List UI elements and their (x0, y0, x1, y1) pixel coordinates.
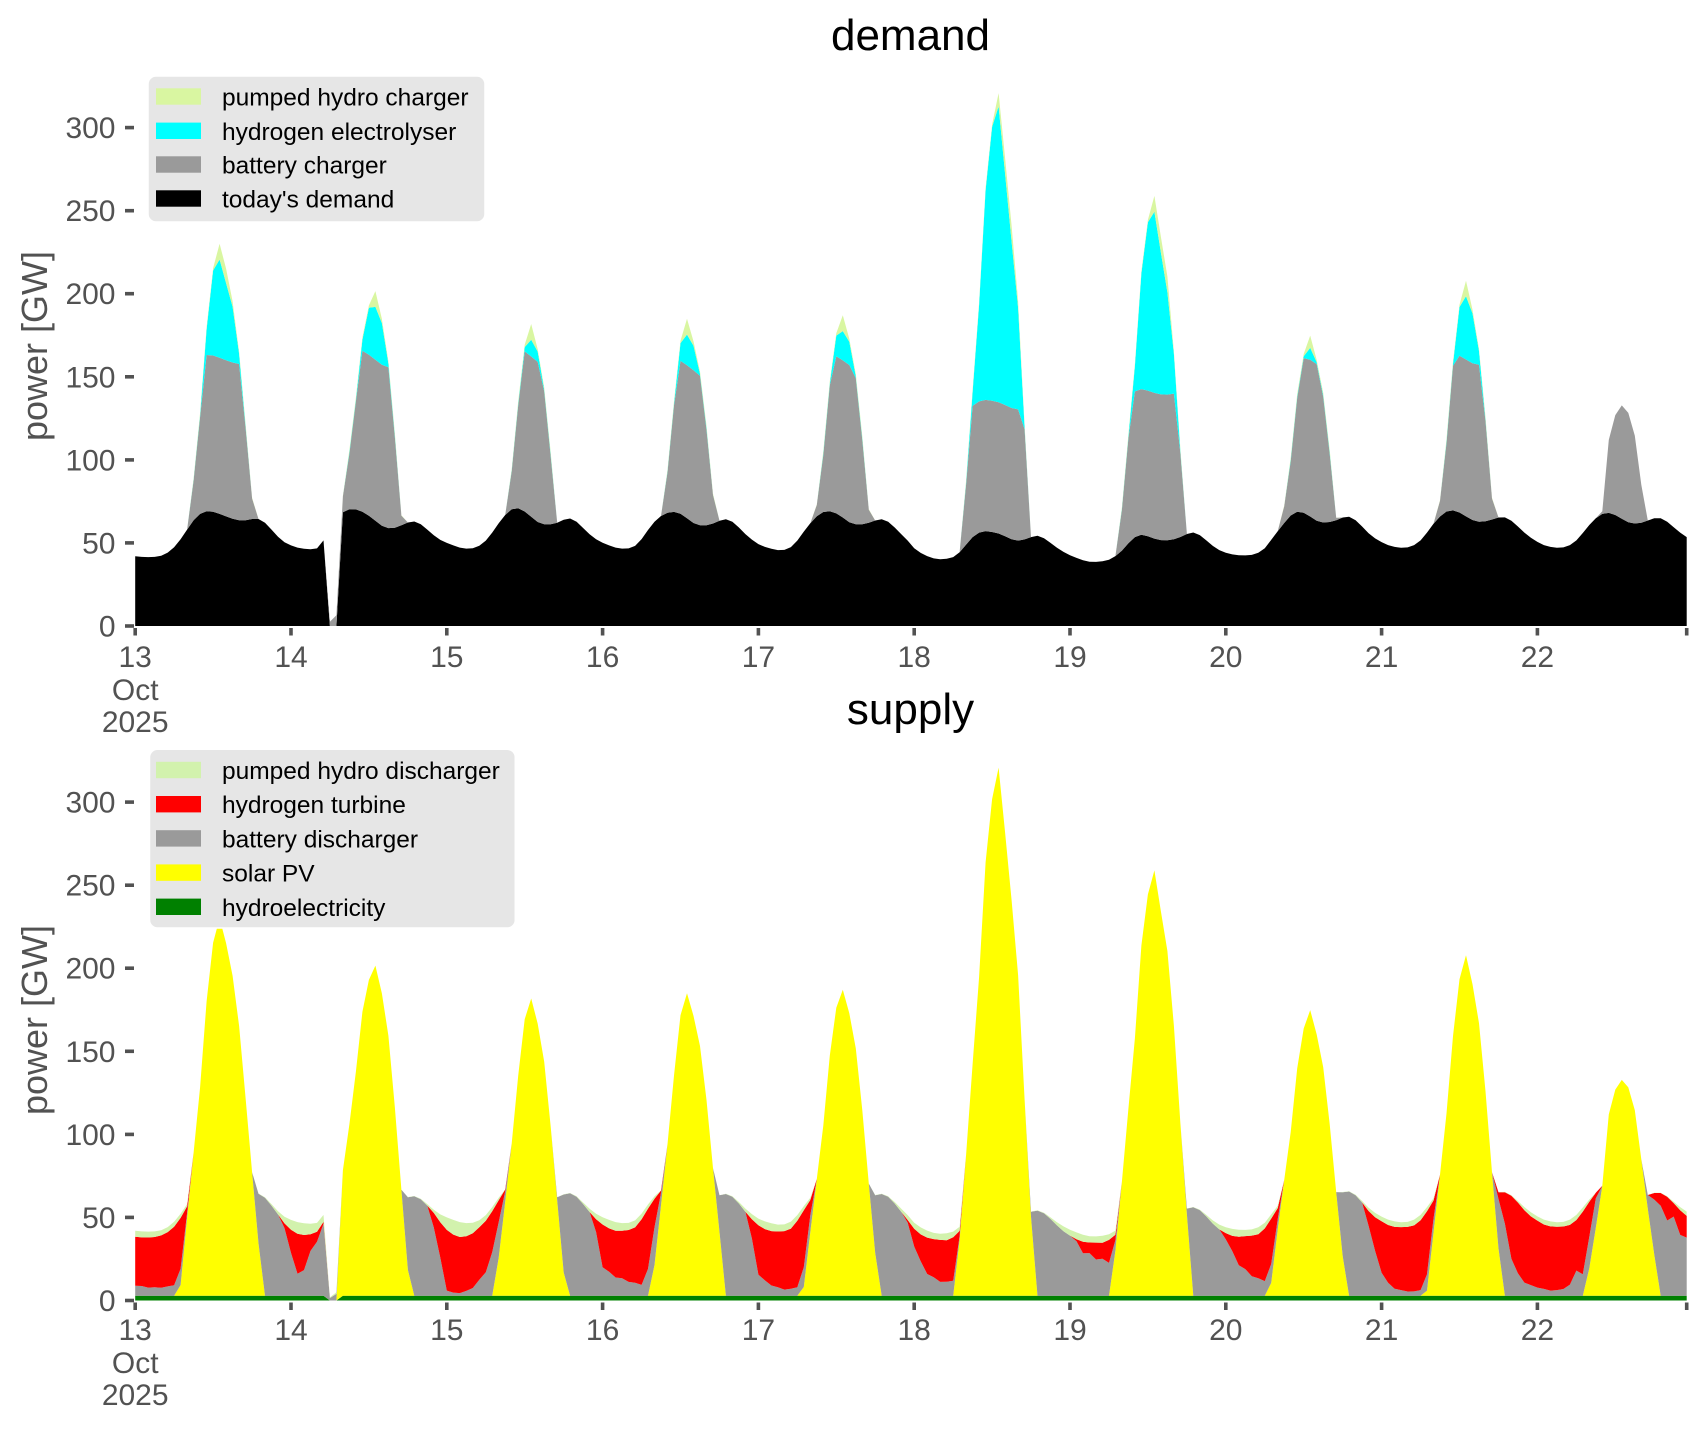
svg-text:50: 50 (82, 527, 115, 560)
svg-text:200: 200 (65, 278, 115, 311)
svg-text:15: 15 (430, 641, 463, 674)
svg-text:pumped hydro charger: pumped hydro charger (222, 85, 469, 112)
svg-text:150: 150 (65, 361, 115, 394)
svg-text:20: 20 (1209, 641, 1242, 674)
svg-text:hydrogen electrolyser: hydrogen electrolyser (222, 119, 456, 146)
svg-text:100: 100 (65, 1119, 115, 1152)
svg-text:15: 15 (430, 1314, 463, 1347)
svg-text:19: 19 (1053, 641, 1086, 674)
svg-text:13: 13 (119, 641, 152, 674)
svg-text:150: 150 (65, 1036, 115, 1069)
svg-text:Oct: Oct (112, 674, 159, 707)
svg-text:250: 250 (65, 195, 115, 228)
svg-text:16: 16 (586, 1314, 619, 1347)
svg-text:22: 22 (1521, 641, 1554, 674)
svg-text:21: 21 (1365, 641, 1398, 674)
svg-text:today's demand: today's demand (222, 187, 394, 214)
svg-text:17: 17 (742, 1314, 775, 1347)
svg-text:17: 17 (742, 641, 775, 674)
svg-text:16: 16 (586, 641, 619, 674)
svg-text:solar PV: solar PV (222, 861, 315, 888)
svg-text:19: 19 (1053, 1314, 1086, 1347)
svg-text:2025: 2025 (102, 706, 169, 739)
svg-text:pumped hydro discharger: pumped hydro discharger (222, 758, 500, 785)
svg-text:0: 0 (99, 611, 116, 644)
svg-text:battery discharger: battery discharger (222, 826, 418, 853)
svg-text:2025: 2025 (102, 1379, 169, 1412)
svg-text:22: 22 (1521, 1314, 1554, 1347)
svg-text:100: 100 (65, 444, 115, 477)
svg-text:0: 0 (99, 1285, 116, 1318)
svg-text:hydroelectricity: hydroelectricity (222, 895, 386, 922)
svg-text:21: 21 (1365, 1314, 1398, 1347)
svg-text:supply: supply (847, 685, 974, 734)
svg-text:200: 200 (65, 953, 115, 986)
svg-text:power [GW]: power [GW] (14, 251, 55, 441)
svg-text:14: 14 (274, 641, 307, 674)
svg-text:power [GW]: power [GW] (14, 925, 55, 1115)
svg-text:14: 14 (274, 1314, 307, 1347)
svg-text:battery charger: battery charger (222, 153, 387, 180)
svg-text:20: 20 (1209, 1314, 1242, 1347)
svg-text:50: 50 (82, 1202, 115, 1235)
svg-text:Oct: Oct (112, 1347, 159, 1380)
svg-text:18: 18 (898, 641, 931, 674)
svg-text:demand: demand (831, 11, 990, 60)
svg-text:250: 250 (65, 870, 115, 903)
svg-text:hydrogen turbine: hydrogen turbine (222, 792, 406, 819)
svg-text:300: 300 (65, 112, 115, 145)
svg-text:18: 18 (898, 1314, 931, 1347)
svg-text:300: 300 (65, 787, 115, 820)
svg-text:13: 13 (119, 1314, 152, 1347)
